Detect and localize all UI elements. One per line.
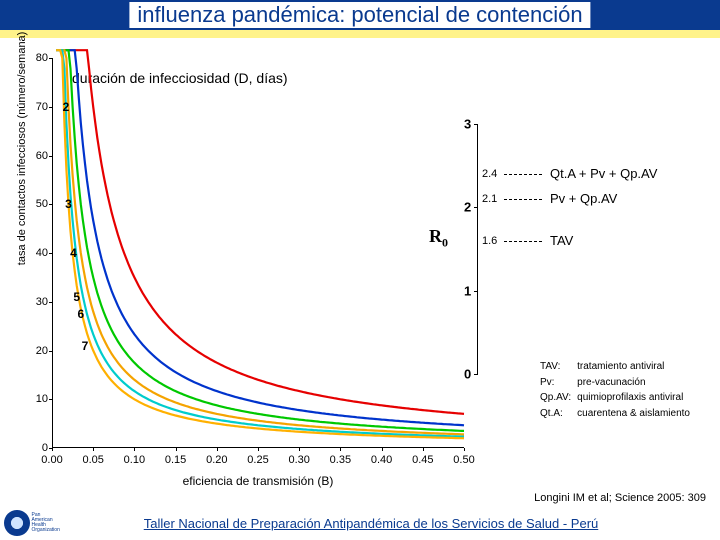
page-title: influenza pandémica: potencial de conten… (129, 2, 590, 28)
chart: duración de infecciosidad (D, días) 0102… (14, 52, 706, 482)
citation: Longini IM et al; Science 2005: 309 (534, 492, 706, 504)
y-axis-title: tasa de contactos infecciosos (número/se… (16, 32, 28, 266)
x-tick-label: 0.10 (124, 454, 145, 466)
logo-text: Pan AmericanHealthOrganization (32, 513, 63, 533)
curve-d6 (56, 50, 464, 436)
content-area: duración de infecciosidad (D, días) 0102… (0, 46, 720, 540)
x-tick-label: 0.30 (288, 454, 309, 466)
r0-dash (504, 199, 542, 200)
curve-label-6: 6 (77, 307, 84, 321)
def-abbr: Pv: (540, 376, 575, 390)
r0-value: 2.4 (482, 168, 497, 180)
globe-icon (4, 510, 30, 536)
curve-label-4: 4 (70, 246, 77, 260)
x-tick-label: 0.20 (206, 454, 227, 466)
def-text: tratamiento antiviral (577, 360, 694, 374)
x-tick-label: 0.25 (247, 454, 268, 466)
x-axis-title: eficiencia de transmisión (B) (183, 474, 334, 488)
footer: Pan AmericanHealthOrganization Taller Na… (0, 506, 720, 540)
title-bar: influenza pandémica: potencial de conten… (0, 0, 720, 46)
r0-symbol: R0 (429, 226, 448, 251)
r0-axis (477, 124, 489, 374)
r0-legend: TAV (550, 233, 573, 248)
curves-svg (52, 58, 464, 448)
x-tick-label: 0.15 (165, 454, 186, 466)
r0-tick-label: 1 (464, 283, 471, 298)
y-tick-label: 30 (24, 296, 48, 308)
footer-text: Taller Nacional de Preparación Antipandé… (62, 516, 720, 531)
y-tick-label: 20 (24, 345, 48, 357)
r0-legend: Qt.A + Pv + Qp.AV (550, 166, 657, 181)
def-abbr: TAV: (540, 360, 575, 374)
x-tick-label: 0.35 (330, 454, 351, 466)
y-tick-label: 0 (24, 442, 48, 454)
curve-d2 (56, 50, 464, 414)
curve-d3 (56, 50, 464, 425)
def-text: pre-vacunación (577, 376, 694, 390)
r0-dash (504, 174, 542, 175)
definitions: TAV:tratamiento antiviralPv:pre-vacunaci… (538, 358, 696, 422)
r0-dash (504, 241, 542, 242)
curve-d4 (56, 50, 464, 431)
paho-logo: Pan AmericanHealthOrganization (4, 508, 62, 538)
r0-legend: Pv + Qp.AV (550, 191, 617, 206)
r0-value: 1.6 (482, 235, 497, 247)
x-tick-label: 0.00 (41, 454, 62, 466)
r0-tick-label: 0 (464, 367, 471, 382)
curve-label-5: 5 (73, 290, 80, 304)
x-tick-label: 0.50 (453, 454, 474, 466)
x-tick-label: 0.40 (371, 454, 392, 466)
r0-tick-label: 2 (464, 200, 471, 215)
x-tick-label: 0.05 (82, 454, 103, 466)
x-tick-label: 0.45 (412, 454, 433, 466)
y-tick-label: 10 (24, 393, 48, 405)
curve-label-3: 3 (65, 197, 72, 211)
def-abbr: Qp.AV: (540, 391, 575, 405)
def-text: cuarentena & aislamiento (577, 407, 694, 421)
def-text: quimioprofilaxis antiviral (577, 391, 694, 405)
curve-label-7: 7 (82, 339, 89, 353)
r0-value: 2.1 (482, 193, 497, 205)
plot-area: 010203040506070800.000.050.100.150.200.2… (52, 58, 464, 448)
curve-label-2: 2 (63, 100, 70, 114)
r0-tick-label: 3 (464, 117, 471, 132)
def-abbr: Qt.A: (540, 407, 575, 421)
